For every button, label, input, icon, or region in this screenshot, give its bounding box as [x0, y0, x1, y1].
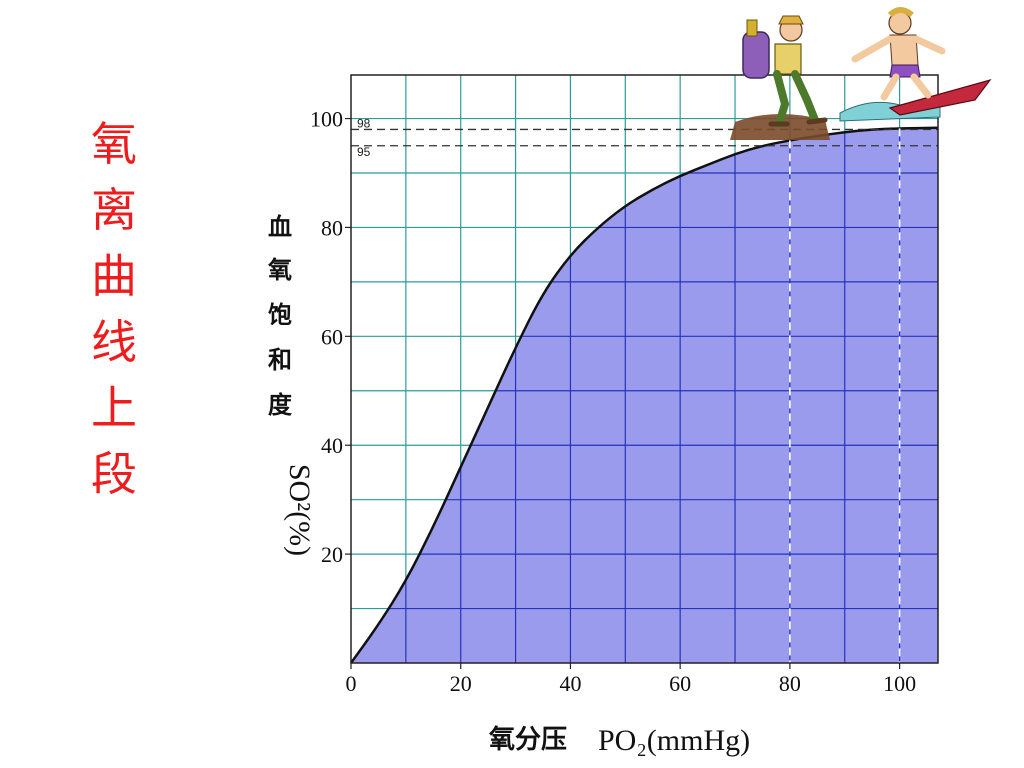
x-tick-label: 80	[779, 671, 801, 696]
x-tick-label: 20	[450, 671, 472, 696]
side-title-char: 段	[91, 447, 137, 501]
surfer-icon	[839, 7, 992, 122]
x-tick-label: 60	[669, 671, 691, 696]
y-label-unit: SO²(%)	[283, 464, 316, 556]
y-label-char: 饱	[268, 300, 292, 329]
side-title-char: 曲	[91, 249, 137, 303]
plot-frame	[350, 74, 939, 664]
x-tick-label: 0	[346, 671, 357, 696]
x-tick-label: 100	[883, 671, 916, 696]
x-axis-ticks: 0 20 40 60 80 100	[346, 663, 916, 696]
reference-line-label: 95	[357, 145, 371, 159]
side-title: 氧 离 曲 线 上 段	[84, 116, 144, 502]
y-label-char: 和	[268, 345, 292, 374]
x-tick-label: 40	[559, 671, 581, 696]
side-title-char: 线	[91, 315, 137, 369]
saturation-area	[351, 127, 938, 664]
hiker-with-backpack-icon	[730, 15, 830, 140]
x-axis-label: 氧分压 PO₂(mmHg)	[488, 724, 750, 757]
x-label-unit: PO₂(mmHg)	[598, 724, 750, 757]
side-title-char: 离	[91, 183, 137, 237]
reference-line-label: 98	[357, 116, 371, 130]
y-axis-ticks: 20 40 60 80 100	[310, 107, 351, 567]
side-title-char: 上	[91, 381, 137, 435]
x-label-prefix: 氧分压	[488, 725, 567, 755]
y-label-char: 血	[268, 212, 292, 241]
y-label-char: 度	[268, 390, 293, 419]
y-label-char: 氧	[268, 255, 292, 284]
y-axis-label: 血 氧 饱 和 度 SO²(%)	[268, 212, 316, 556]
side-title-char: 氧	[91, 117, 137, 171]
y-tick-label: 20	[321, 542, 343, 567]
y-tick-label: 40	[321, 433, 343, 458]
y-tick-label: 80	[321, 215, 343, 240]
reference-lines: 98 95	[351, 116, 938, 663]
y-tick-label: 100	[310, 107, 343, 132]
y-tick-label: 60	[321, 324, 343, 349]
